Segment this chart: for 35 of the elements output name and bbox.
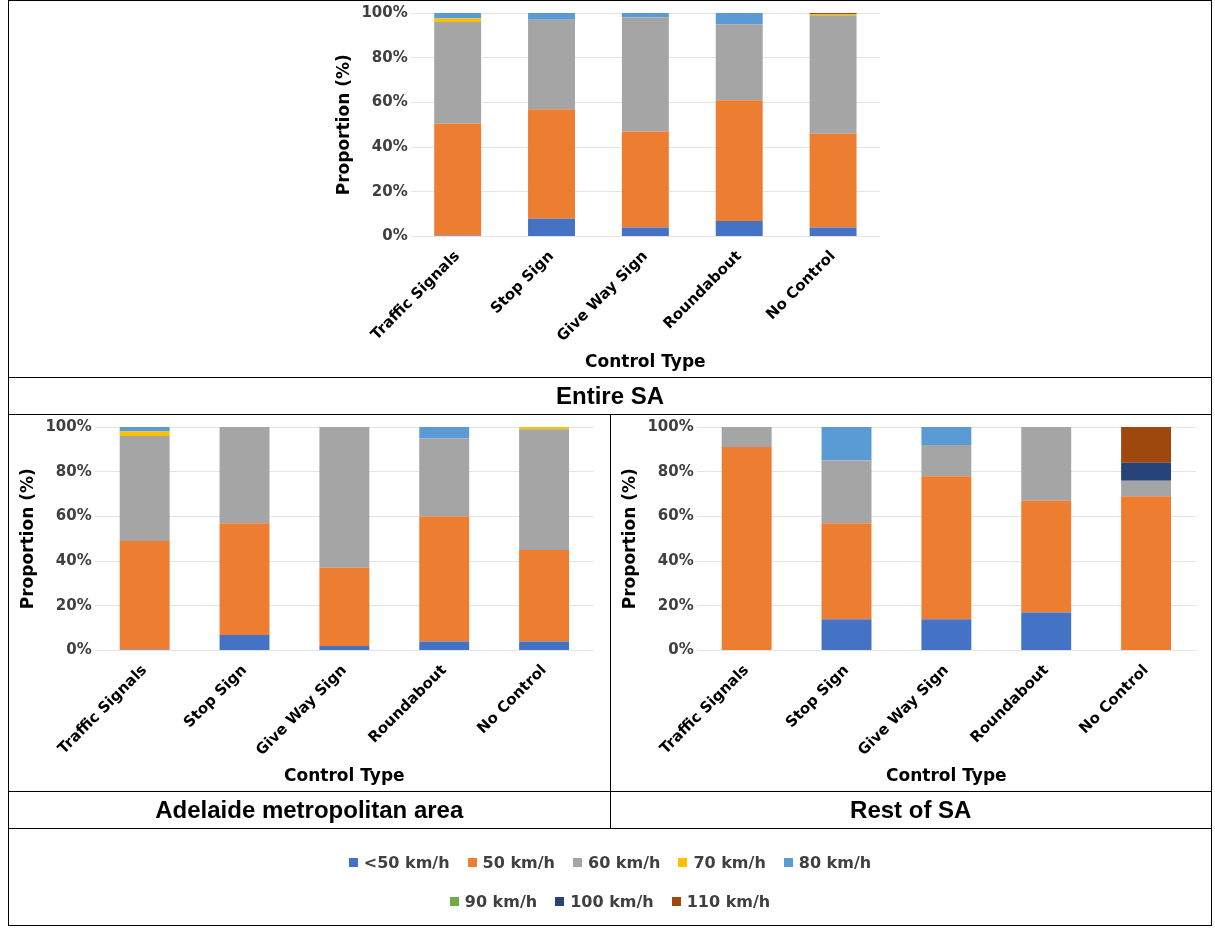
x-axis-title: Control Type bbox=[585, 351, 706, 372]
x-axis-title: Control Type bbox=[284, 765, 405, 786]
x-axis-title: Control Type bbox=[885, 765, 1007, 786]
y-tick-label: 20% bbox=[56, 595, 92, 614]
y-tick-label: 60% bbox=[56, 506, 92, 525]
y-tick-label: 60% bbox=[657, 506, 694, 525]
y-tick-label: 40% bbox=[371, 137, 408, 156]
y-tick-label: 100% bbox=[361, 2, 408, 21]
text: Adelaide metropolitan area bbox=[154, 795, 465, 825]
text: Rest of SA bbox=[609, 792, 1211, 828]
legend-label: 100 km/h bbox=[570, 892, 654, 911]
y-tick-label: 60% bbox=[371, 92, 408, 111]
y-tick-label: 80% bbox=[56, 461, 92, 480]
y-tick-label: 0% bbox=[668, 640, 694, 659]
legend-label: 70 km/h bbox=[693, 853, 766, 872]
legend-label: 90 km/h bbox=[464, 892, 538, 911]
y-tick-label: 100% bbox=[45, 416, 92, 435]
y-tick-label: 80% bbox=[657, 461, 694, 480]
y-axis-title: Proportion (%) bbox=[16, 468, 37, 610]
y-tick-label: 40% bbox=[56, 551, 92, 570]
legend-label: 60 km/h bbox=[588, 853, 661, 872]
y-tick-label: 20% bbox=[371, 181, 408, 200]
legend-label: 110 km/h bbox=[686, 892, 771, 911]
y-tick-label: 80% bbox=[371, 47, 408, 66]
legend-label: 80 km/h bbox=[798, 853, 872, 872]
y-tick-label: 40% bbox=[657, 551, 694, 570]
legend-label: <50 km/h bbox=[363, 853, 450, 872]
y-tick-label: 0% bbox=[66, 640, 92, 659]
y-tick-label: 20% bbox=[657, 595, 694, 614]
text: Entire SA bbox=[9, 378, 1211, 414]
y-axis-title: Proportion (%) bbox=[618, 468, 639, 610]
y-tick-label: 100% bbox=[647, 416, 694, 435]
y-tick-label: 0% bbox=[382, 226, 408, 245]
y-axis-title: Proportion (%) bbox=[332, 54, 353, 196]
legend-label: 50 km/h bbox=[482, 853, 555, 872]
